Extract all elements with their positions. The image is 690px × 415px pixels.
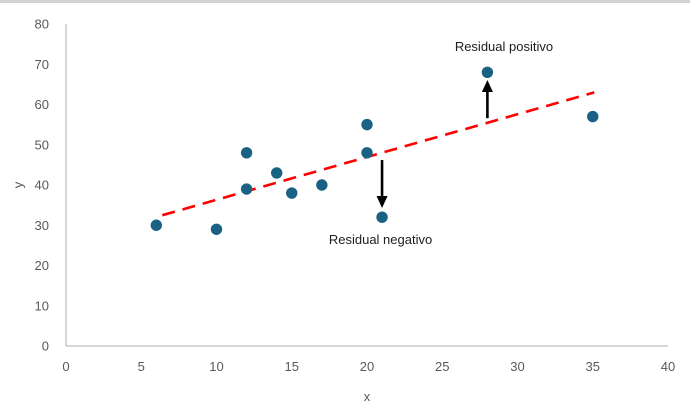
y-tick-label: 30: [35, 218, 49, 233]
y-tick-label: 20: [35, 258, 49, 273]
data-point: [587, 110, 599, 123]
data-point: [240, 183, 253, 195]
x-tick-label: 10: [209, 359, 223, 374]
data-point: [316, 179, 328, 191]
negative-residual-arrow-head: [376, 195, 388, 208]
y-axis-title: y: [11, 181, 26, 188]
data-point: [481, 66, 494, 79]
y-tick-label: 60: [35, 97, 49, 112]
x-tick-label: 15: [285, 359, 299, 374]
x-tick-label: 25: [435, 359, 449, 374]
annotation-residual-negative: Residual negativo: [329, 232, 432, 247]
y-tick-label: 80: [35, 17, 49, 32]
annotation-residual-positive: Residual positivo: [455, 39, 553, 54]
x-axis-title: x: [364, 389, 371, 404]
y-tick-label: 40: [35, 178, 49, 193]
data-point: [240, 147, 253, 159]
x-tick-label: 5: [138, 359, 145, 374]
x-tick-label: 35: [586, 359, 600, 374]
x-tick-label: 0: [62, 359, 69, 374]
x-tick-label: 30: [510, 359, 524, 374]
y-tick-label: 0: [42, 339, 49, 354]
positive-residual-arrow-head: [481, 79, 493, 92]
trendline: [161, 91, 595, 217]
data-point: [361, 118, 373, 131]
data-point: [376, 211, 388, 223]
data-point: [286, 187, 298, 199]
x-tick-label: 40: [661, 359, 675, 374]
chart-plot-layer: 0 5 10 15 20 25 30 35 40 0 10 20 30 40 50 60 70 80: [35, 17, 676, 375]
data-point: [210, 223, 223, 235]
x-tick-label: 20: [360, 359, 374, 374]
y-tick-label: 70: [35, 57, 49, 72]
y-tick-label: 50: [35, 137, 49, 152]
data-point: [271, 167, 283, 179]
top-border: [0, 0, 690, 3]
data-point: [361, 147, 373, 159]
y-tick-label: 10: [35, 298, 49, 313]
data-point: [150, 219, 162, 231]
